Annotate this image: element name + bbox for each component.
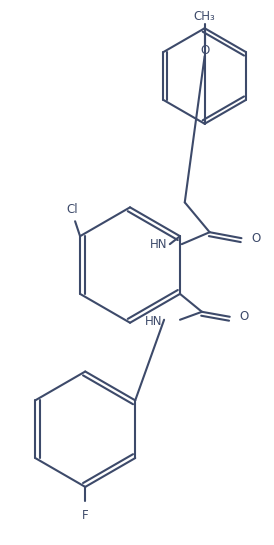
Text: Cl: Cl [66,203,78,216]
Text: O: O [240,310,249,323]
Text: HN: HN [150,238,168,251]
Text: O: O [200,44,209,57]
Text: O: O [252,232,261,245]
Text: CH₃: CH₃ [194,10,216,23]
Text: F: F [82,509,89,522]
Text: HN: HN [145,315,162,328]
